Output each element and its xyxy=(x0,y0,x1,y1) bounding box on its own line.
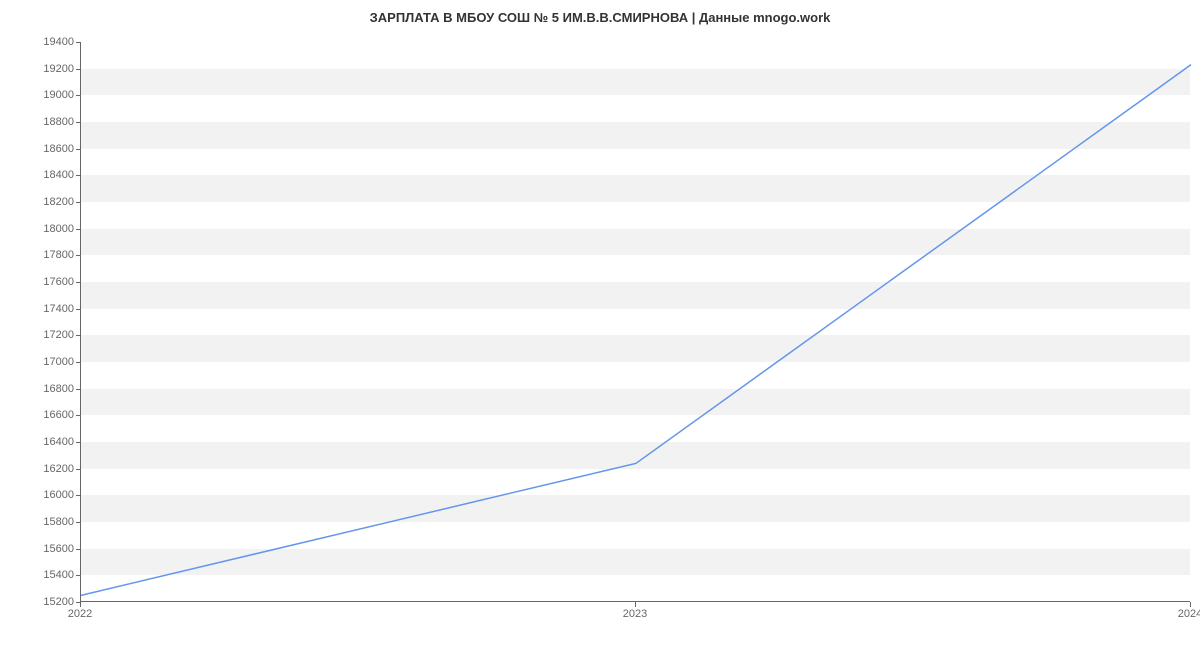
y-tick-mark xyxy=(76,255,81,256)
y-tick-mark xyxy=(76,69,81,70)
y-tick-label: 16000 xyxy=(14,489,74,501)
y-tick-label: 18200 xyxy=(14,196,74,208)
x-tick-mark xyxy=(1190,602,1191,607)
y-tick-label: 15200 xyxy=(14,596,74,608)
line-layer xyxy=(81,42,1191,602)
chart-title: ЗАРПЛАТА В МБОУ СОШ № 5 ИМ.В.В.СМИРНОВА … xyxy=(0,0,1200,25)
y-tick-label: 18800 xyxy=(14,116,74,128)
y-tick-mark xyxy=(76,495,81,496)
x-tick-label: 2024 xyxy=(1178,608,1200,620)
y-tick-mark xyxy=(76,42,81,43)
y-tick-label: 16400 xyxy=(14,436,74,448)
y-tick-mark xyxy=(76,389,81,390)
y-tick-mark xyxy=(76,282,81,283)
y-tick-mark xyxy=(76,442,81,443)
y-tick-label: 17800 xyxy=(14,249,74,261)
y-tick-label: 15400 xyxy=(14,569,74,581)
y-tick-mark xyxy=(76,202,81,203)
y-tick-label: 16600 xyxy=(14,409,74,421)
chart-container: 1520015400156001580016000162001640016600… xyxy=(80,42,1190,602)
y-tick-label: 16800 xyxy=(14,383,74,395)
y-tick-label: 17600 xyxy=(14,276,74,288)
y-tick-label: 19400 xyxy=(14,36,74,48)
y-tick-label: 18600 xyxy=(14,143,74,155)
x-tick-mark xyxy=(80,602,81,607)
y-tick-label: 19000 xyxy=(14,89,74,101)
x-tick-label: 2023 xyxy=(623,608,647,620)
y-tick-mark xyxy=(76,122,81,123)
y-tick-label: 15600 xyxy=(14,543,74,555)
y-tick-label: 17200 xyxy=(14,329,74,341)
x-tick-mark xyxy=(635,602,636,607)
y-tick-label: 17400 xyxy=(14,303,74,315)
x-tick-label: 2022 xyxy=(68,608,92,620)
y-tick-mark xyxy=(76,229,81,230)
y-tick-mark xyxy=(76,575,81,576)
y-tick-mark xyxy=(76,549,81,550)
y-tick-mark xyxy=(76,149,81,150)
y-tick-label: 19200 xyxy=(14,63,74,75)
series-line xyxy=(81,65,1191,596)
plot-area xyxy=(80,42,1190,602)
y-tick-mark xyxy=(76,362,81,363)
y-tick-mark xyxy=(76,175,81,176)
y-tick-label: 15800 xyxy=(14,516,74,528)
y-tick-mark xyxy=(76,309,81,310)
y-tick-label: 18400 xyxy=(14,169,74,181)
y-tick-label: 18000 xyxy=(14,223,74,235)
y-tick-label: 16200 xyxy=(14,463,74,475)
y-tick-mark xyxy=(76,95,81,96)
y-tick-mark xyxy=(76,469,81,470)
y-tick-label: 17000 xyxy=(14,356,74,368)
y-tick-mark xyxy=(76,335,81,336)
y-tick-mark xyxy=(76,522,81,523)
y-tick-mark xyxy=(76,415,81,416)
